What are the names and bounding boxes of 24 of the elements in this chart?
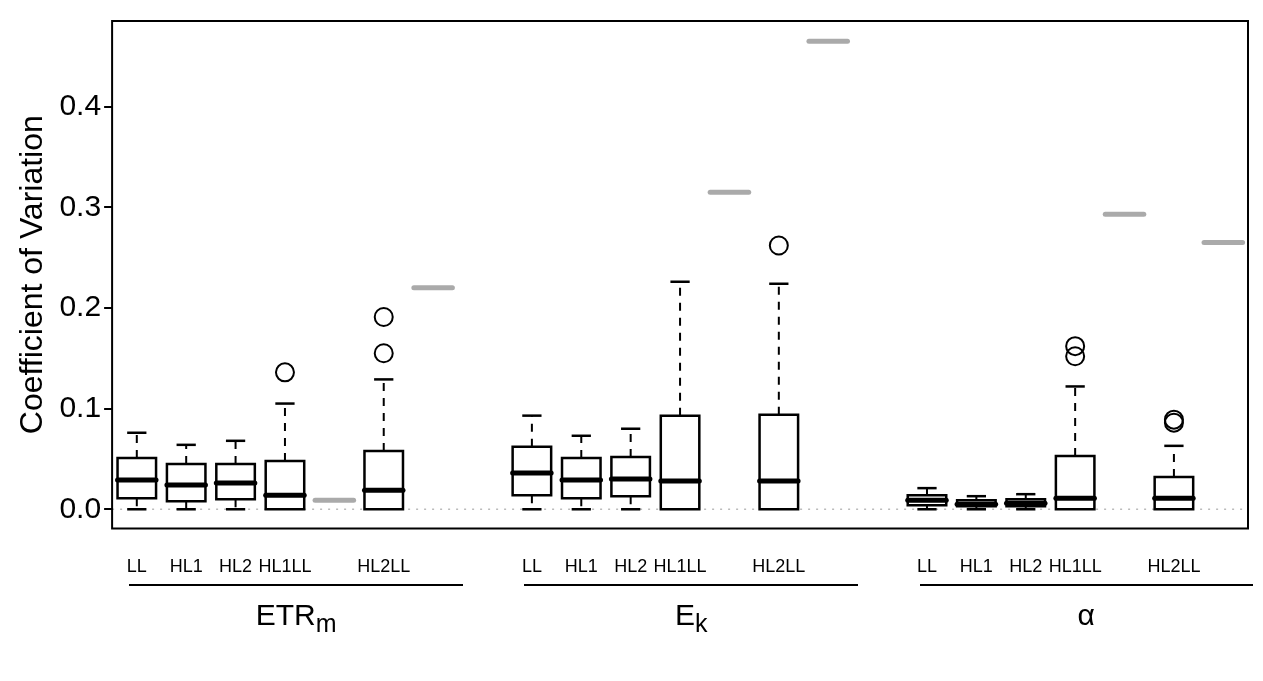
x-tick-label: HL1LL: [1048, 556, 1102, 577]
x-tick-label: HL2: [614, 556, 648, 577]
y-tick-label: 0.2: [59, 289, 102, 323]
y-axis-title: Coefficient of Variation: [13, 115, 50, 435]
x-tick-label: HL2: [219, 556, 253, 577]
x-tick-label: HL2LL: [752, 556, 806, 577]
x-tick-label: HL2LL: [357, 556, 411, 577]
text: α: [1077, 598, 1095, 633]
x-tick-label: LL: [126, 556, 147, 577]
x-tick-label: HL1: [959, 556, 993, 577]
y-tick-label: 0.0: [59, 490, 102, 524]
x-tick-label: HL1LL: [653, 556, 707, 577]
x-tick-label: LL: [521, 556, 542, 577]
y-tick-label: 0.3: [59, 188, 102, 222]
x-tick-label: HL2: [1009, 556, 1043, 577]
x-tick-label: HL2LL: [1147, 556, 1201, 577]
x-tick-label: HL1LL: [258, 556, 312, 577]
x-tick-label: LL: [916, 556, 937, 577]
x-tick-label: HL1: [169, 556, 203, 577]
text: E$_{k}$: [674, 598, 708, 639]
y-tick-label: 0.1: [59, 389, 102, 423]
x-tick-label: HL1: [564, 556, 598, 577]
text: ETR$_{m}$: [255, 598, 337, 639]
y-tick-label: 0.4: [59, 87, 102, 121]
